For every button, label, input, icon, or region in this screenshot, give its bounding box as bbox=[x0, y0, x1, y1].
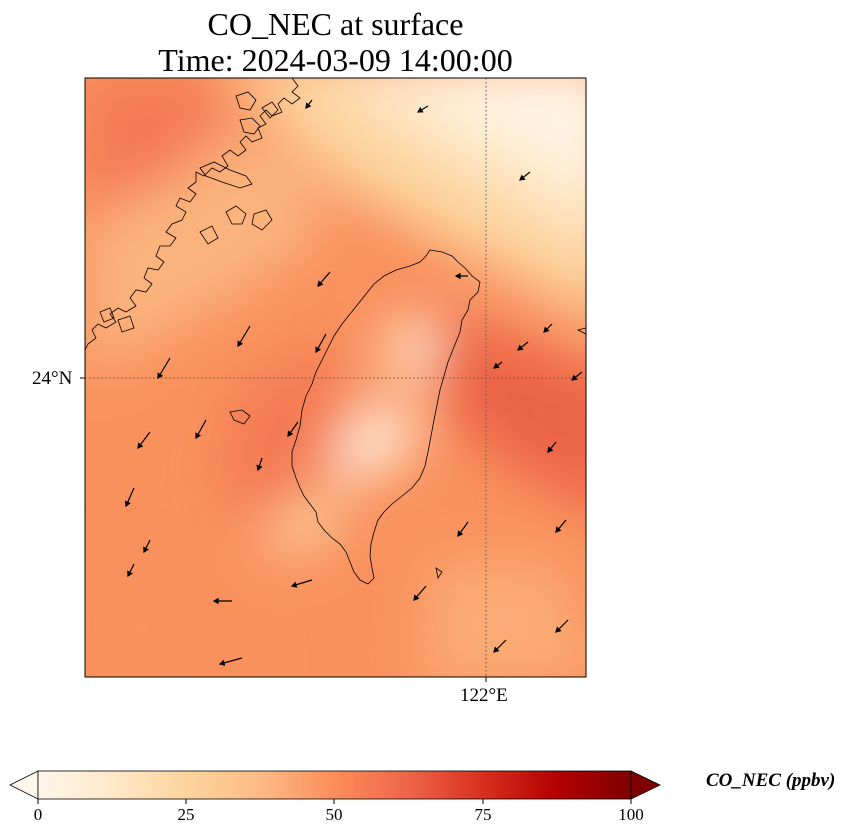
wind-arrow-head bbox=[454, 272, 461, 280]
gridlines bbox=[85, 78, 586, 677]
wind-arrow-head bbox=[519, 174, 526, 181]
lon-tick-label: 122°E bbox=[460, 685, 508, 706]
concentration-field bbox=[85, 78, 586, 677]
wind-arrow-head bbox=[137, 442, 144, 449]
wind-arrow-head bbox=[555, 526, 562, 533]
colorbar-tick-50: 50 bbox=[325, 805, 343, 824]
colorbar-tick-0: 0 bbox=[33, 805, 43, 824]
wind-arrow-head bbox=[143, 546, 149, 554]
colorbar-label: CO_NEC (ppbv) bbox=[706, 770, 836, 791]
colorbar-extend-max bbox=[630, 770, 661, 800]
wind-arrow-head bbox=[543, 326, 550, 333]
wind-arrow-head bbox=[416, 106, 424, 113]
wind-arrow-head bbox=[317, 280, 324, 287]
wind-arrow-head bbox=[124, 500, 131, 508]
lat-tick-label: 24°N bbox=[32, 368, 73, 389]
colorbar-tick-75: 75 bbox=[474, 805, 492, 824]
colorbar-tick-25: 25 bbox=[177, 805, 195, 824]
map-subtitle: Time: 2024-03-09 14:00:00 bbox=[158, 42, 513, 78]
wind-arrow-head bbox=[256, 464, 263, 472]
wind-arrow-head bbox=[195, 432, 202, 440]
wind-arrow-head bbox=[218, 659, 226, 666]
wind-arrow-head bbox=[127, 570, 133, 578]
colorbar-tick-100: 100 bbox=[618, 805, 644, 824]
wind-arrow-head bbox=[237, 340, 244, 348]
wind-arrow-head bbox=[305, 102, 312, 109]
wind-arrow-head bbox=[571, 374, 578, 381]
map-plot bbox=[80, 77, 587, 682]
wind-arrow-head bbox=[287, 430, 294, 438]
taiwan-coastline bbox=[291, 249, 481, 585]
wind-arrow-head bbox=[157, 372, 164, 380]
wind-vectors bbox=[124, 99, 583, 666]
wind-arrow-head bbox=[517, 344, 524, 351]
map-title: CO_NEC at surface bbox=[207, 6, 464, 42]
wind-arrow-head bbox=[493, 646, 500, 653]
wind-arrow-head bbox=[413, 594, 420, 601]
wind-arrow-head bbox=[493, 362, 500, 369]
colorbar-extend-min bbox=[9, 770, 39, 800]
colorbar-bar bbox=[38, 771, 631, 799]
colorbar bbox=[9, 770, 661, 804]
wind-arrow-head bbox=[555, 626, 562, 633]
mainland-coastline bbox=[85, 78, 301, 351]
wind-arrow-head bbox=[290, 581, 298, 588]
wind-arrow-head bbox=[547, 446, 554, 453]
wind-arrow-head bbox=[315, 346, 322, 354]
wind-arrow-head bbox=[212, 597, 219, 605]
coastline bbox=[85, 78, 586, 585]
wind-arrow-head bbox=[457, 530, 464, 538]
